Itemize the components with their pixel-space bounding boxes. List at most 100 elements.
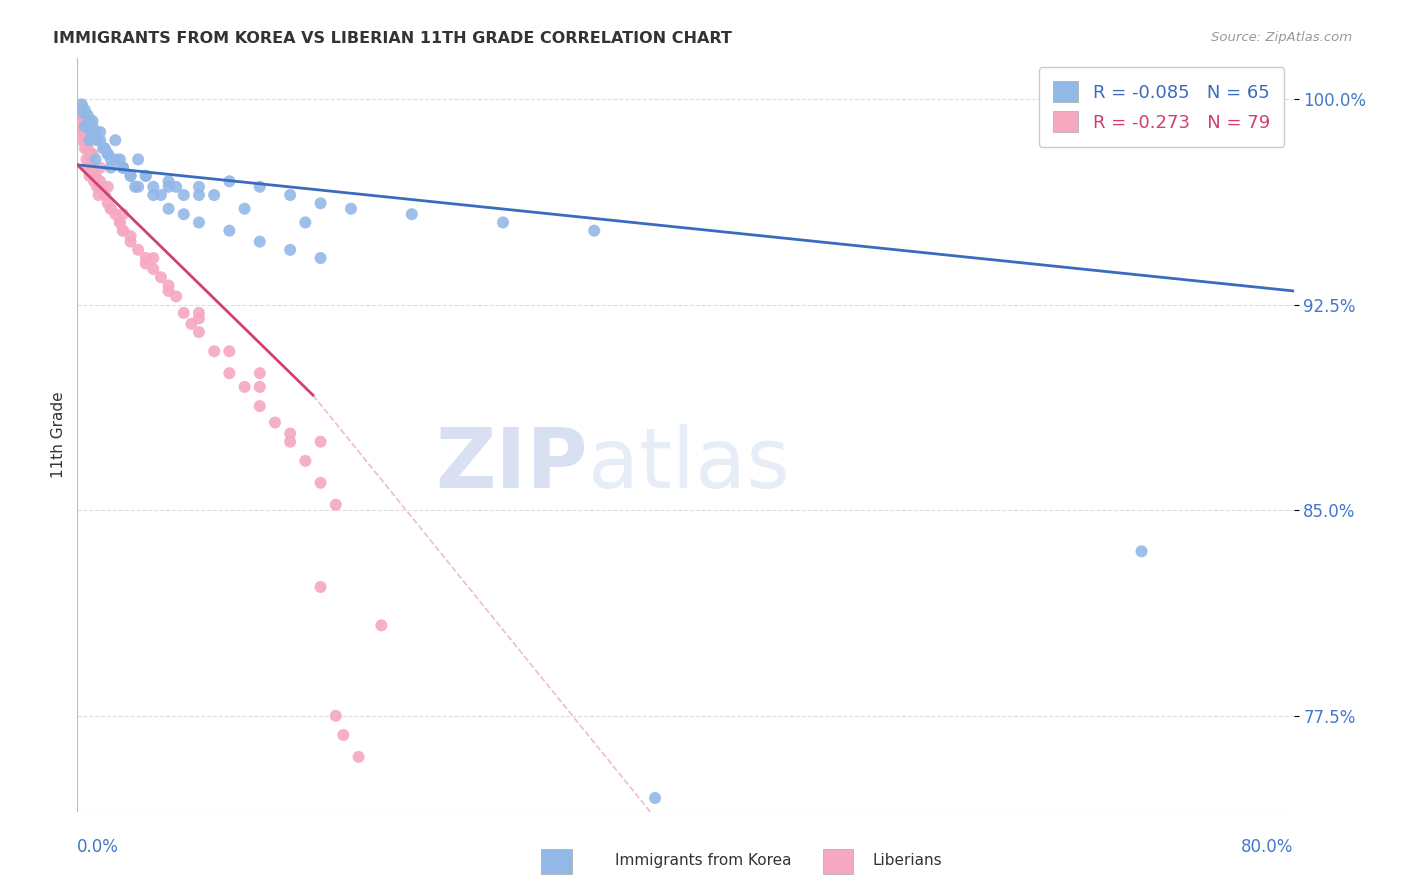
Point — [180, 317, 202, 331]
Point — [69, 120, 91, 134]
Point — [91, 141, 114, 155]
Point — [370, 618, 392, 632]
Point — [127, 243, 149, 257]
Point — [332, 728, 354, 742]
Legend: R = -0.085   N = 65, R = -0.273   N = 79: R = -0.085 N = 65, R = -0.273 N = 79 — [1039, 67, 1285, 146]
Point — [127, 153, 149, 167]
Point — [294, 215, 316, 229]
Point — [309, 196, 332, 211]
Point — [492, 215, 515, 229]
Point — [77, 161, 100, 175]
Point — [111, 161, 134, 175]
Point — [97, 196, 120, 211]
Point — [79, 133, 101, 147]
Point — [165, 289, 187, 303]
Point — [82, 161, 104, 175]
Point — [86, 179, 108, 194]
Point — [135, 169, 157, 183]
Point — [347, 750, 370, 764]
Point — [70, 105, 93, 120]
Point — [82, 161, 104, 175]
Point — [173, 188, 195, 202]
Point — [111, 161, 134, 175]
Point — [218, 344, 240, 359]
Text: atlas: atlas — [588, 425, 790, 506]
Point — [108, 215, 131, 229]
Point — [75, 133, 97, 147]
Point — [100, 153, 122, 167]
Point — [84, 169, 107, 183]
Point — [104, 207, 127, 221]
Point — [90, 179, 112, 194]
Point — [93, 141, 115, 155]
Text: 80.0%: 80.0% — [1241, 838, 1294, 856]
Point — [188, 188, 211, 202]
Point — [202, 188, 225, 202]
Point — [100, 202, 122, 216]
Point — [89, 133, 111, 147]
Point — [149, 188, 172, 202]
Point — [82, 147, 104, 161]
Point — [249, 399, 271, 413]
Text: ZIP: ZIP — [436, 425, 588, 506]
Point — [142, 179, 165, 194]
Text: Source: ZipAtlas.com: Source: ZipAtlas.com — [1212, 31, 1353, 45]
Point — [309, 580, 332, 594]
Point — [218, 366, 240, 380]
Point — [188, 306, 211, 320]
Point — [173, 306, 195, 320]
Point — [325, 498, 347, 512]
Point — [93, 188, 115, 202]
Point — [83, 174, 105, 188]
Point — [89, 161, 111, 175]
Point — [188, 179, 211, 194]
Point — [82, 120, 104, 134]
Point — [72, 114, 94, 128]
Point — [111, 161, 134, 175]
Text: IMMIGRANTS FROM KOREA VS LIBERIAN 11TH GRADE CORRELATION CHART: IMMIGRANTS FROM KOREA VS LIBERIAN 11TH G… — [53, 31, 733, 46]
Point — [72, 120, 94, 134]
Point — [249, 366, 271, 380]
Point — [108, 153, 131, 167]
Point — [82, 114, 104, 128]
Point — [135, 251, 157, 265]
Point — [233, 202, 256, 216]
Point — [233, 380, 256, 394]
Point — [97, 147, 120, 161]
Point — [104, 133, 127, 147]
Point — [72, 105, 94, 120]
Point — [120, 235, 142, 249]
Point — [79, 114, 101, 128]
Point — [249, 380, 271, 394]
Point — [583, 224, 606, 238]
Point — [89, 174, 111, 188]
Y-axis label: 11th Grade: 11th Grade — [51, 392, 66, 478]
Point — [309, 475, 332, 490]
Point — [87, 188, 110, 202]
Point — [97, 179, 120, 194]
Point — [75, 153, 97, 167]
Point — [79, 153, 101, 167]
Point — [278, 426, 301, 441]
Point — [120, 169, 142, 183]
Point — [70, 97, 93, 112]
Point — [111, 224, 134, 238]
Point — [70, 133, 93, 147]
Point — [142, 251, 165, 265]
Point — [73, 141, 96, 155]
Point — [84, 125, 107, 139]
Point — [644, 791, 666, 805]
Point — [69, 97, 91, 112]
Point — [188, 215, 211, 229]
Point — [401, 207, 423, 221]
Point — [120, 229, 142, 244]
Point — [325, 708, 347, 723]
Point — [80, 147, 103, 161]
Point — [93, 188, 115, 202]
Point — [104, 153, 127, 167]
Point — [86, 133, 108, 147]
Point — [135, 256, 157, 270]
Point — [77, 141, 100, 155]
Point — [84, 169, 107, 183]
Point — [73, 120, 96, 134]
